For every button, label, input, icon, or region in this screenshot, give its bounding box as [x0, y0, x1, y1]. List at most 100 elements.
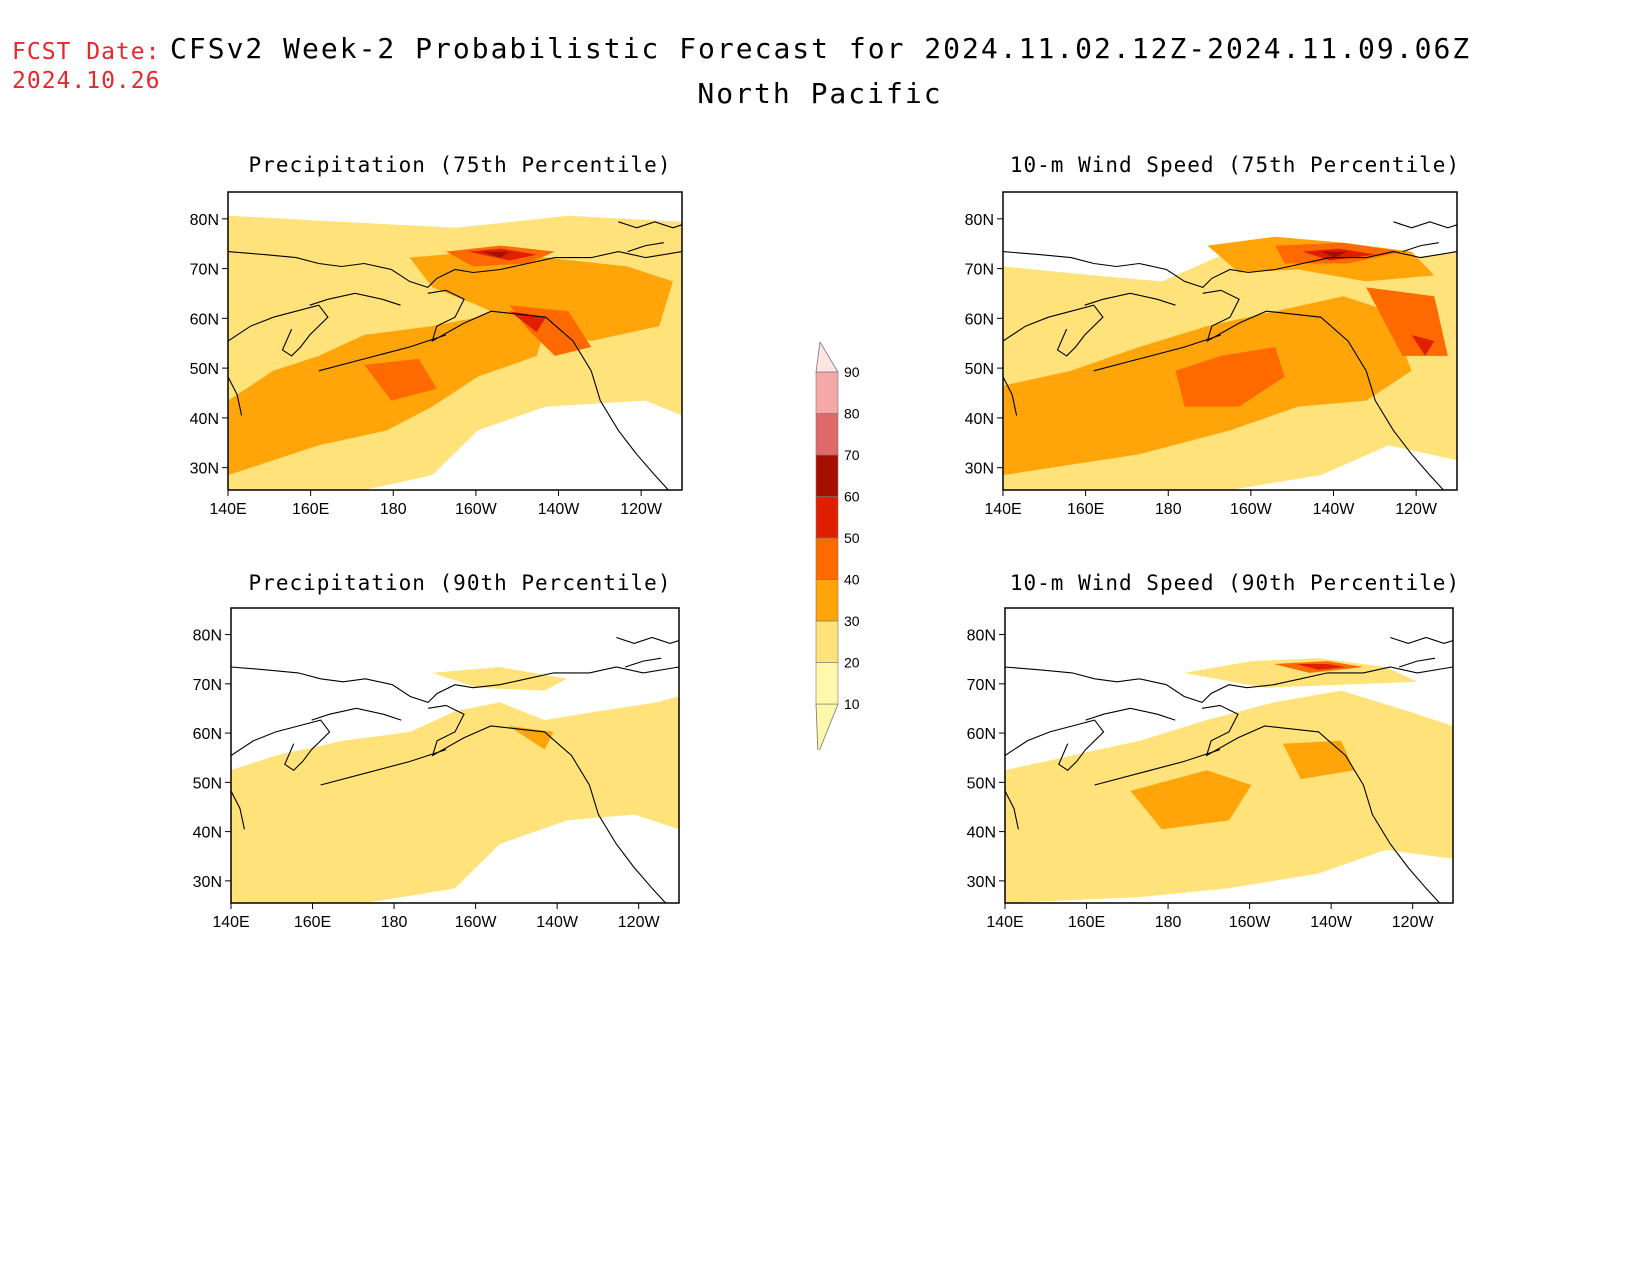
map-frame [1002, 191, 1458, 491]
coastline [1390, 636, 1453, 644]
map-precip-75: 80N 70N 60N 50N 40N 30N 140E 160E 180 160W 140W 120… [190, 191, 683, 518]
coastline [1202, 289, 1444, 490]
lat-tick-label: 50N [965, 361, 994, 378]
lat-tick-label: 80N [967, 628, 996, 645]
colorbar-label: 60 [844, 489, 860, 505]
coastline [228, 304, 329, 357]
panel-title: 10-m Wind Speed (90th Percentile) [1009, 571, 1461, 595]
page-subtitle: North Pacific [697, 77, 943, 110]
colorbar-cell-70 [815, 413, 839, 456]
coastlines [1005, 636, 1453, 903]
lat-tick-label: 30N [190, 461, 219, 478]
panel-title: Precipitation (90th Percentile) [248, 571, 672, 595]
shade-level-20 [1184, 658, 1418, 688]
coastline [1005, 790, 1019, 830]
shade-level-60 [482, 251, 510, 258]
lat-tick-label: 40N [965, 411, 994, 428]
colorbar-cell-80 [815, 371, 839, 414]
colorbar-label: 80 [844, 406, 860, 422]
map-shading [1003, 192, 1457, 490]
coastline [1005, 719, 1105, 772]
lat-tick-label: 30N [965, 461, 994, 478]
colorbar-cell-40 [815, 537, 839, 580]
lat-tick-label: 70N [967, 677, 996, 694]
lon-tick-label: 180 [1155, 914, 1182, 931]
coastline [616, 636, 679, 644]
shade-level-60 [1320, 251, 1348, 258]
lat-tick-label: 40N [193, 825, 222, 842]
lat-tick-label: 30N [967, 874, 996, 891]
lon-tick-label: 180 [381, 914, 408, 931]
lon-tick-label: 180 [380, 501, 407, 518]
lat-tick-label: 70N [190, 262, 219, 279]
shade-level-50 [1296, 664, 1346, 670]
lon-tick-label: 120W [620, 501, 663, 518]
coastline [1084, 292, 1176, 306]
lat-tick-label: 30N [193, 874, 222, 891]
lat-tick-label: 50N [967, 775, 996, 792]
map-shading [231, 608, 679, 903]
lon-tick-label: 160E [292, 501, 329, 518]
lon-tick-label: 160W [455, 914, 498, 931]
lon-tick-label: 140E [212, 914, 249, 931]
lon-tick-label: 160E [1068, 914, 1105, 931]
lon-tick-label: 160W [455, 501, 498, 518]
coastlines [228, 221, 682, 490]
coastline [1402, 242, 1439, 253]
colorbar-cell-20 [815, 620, 839, 663]
shade-level-30 [409, 251, 673, 341]
lat-tick-label: 60N [190, 311, 219, 328]
coastline [1399, 657, 1436, 668]
coastline [309, 292, 401, 306]
coastline [1003, 304, 1104, 357]
lat-tick-label: 40N [967, 825, 996, 842]
map-shading [228, 192, 682, 490]
panel-title: Precipitation (75th Percentile) [248, 153, 672, 177]
colorbar-cell-60 [815, 454, 839, 497]
lat-tick-label: 60N [967, 726, 996, 743]
coastline [228, 376, 243, 416]
colorbar-label: 70 [844, 447, 860, 463]
lon-tick-label: 140W [538, 501, 581, 518]
lon-tick-label: 160E [1067, 501, 1104, 518]
lon-tick-label: 120W [1395, 501, 1438, 518]
lat-tick-label: 60N [193, 726, 222, 743]
panel-precip-75: Precipitation (75th Percentile) 80N 70N 60… [160, 150, 690, 520]
lat-tick-label: 80N [193, 628, 222, 645]
coastline [618, 221, 682, 229]
colorbar-label: 40 [844, 572, 860, 588]
fcst-date-value: 2024.10.26 [12, 68, 161, 94]
coastline [1393, 221, 1457, 229]
colorbar-cell-50 [815, 496, 839, 539]
coastline [1003, 376, 1018, 416]
forecast-date-label: FCST Date: 2024.10.26 [12, 38, 160, 96]
shade-level-30 [1130, 770, 1252, 830]
shade-level-40 [1175, 347, 1285, 407]
coastline [320, 749, 447, 786]
map-frame [1004, 607, 1454, 904]
lon-tick-label: 140E [209, 501, 246, 518]
shade-level-40 [364, 358, 437, 401]
map-wind-90: 80N 70N 60N 50N 40N 30N 140E 160E 180 160W 140W 120… [967, 607, 1454, 931]
map-precip-90: 80N 70N 60N 50N 40N 30N 140E 160E 180 160W 140W 120… [193, 607, 680, 931]
lon-tick-label: 140E [984, 501, 1021, 518]
colorbar: 10 20 30 40 50 60 70 80 90 [815, 340, 860, 750]
lon-tick-label: 160W [1230, 501, 1273, 518]
lat-tick-label: 80N [965, 212, 994, 229]
coastline [627, 242, 664, 253]
lat-tick-label: 50N [190, 361, 219, 378]
panel-precip-90: Precipitation (90th Percentile) 80N 70N 60… [160, 568, 690, 938]
lon-tick-label: 160E [294, 914, 331, 931]
coastline [1085, 707, 1176, 721]
coastline [231, 666, 679, 704]
map-frame [230, 607, 680, 904]
coastline [231, 719, 331, 772]
panel-title: 10-m Wind Speed (75th Percentile) [1009, 153, 1461, 177]
coastline [1003, 251, 1457, 289]
coastlines [1003, 221, 1457, 490]
shade-level-20 [432, 667, 567, 691]
lon-tick-label: 160W [1229, 914, 1272, 931]
colorbar-label: 50 [844, 530, 860, 546]
shade-level-20 [231, 696, 679, 903]
coastline [1093, 334, 1222, 372]
